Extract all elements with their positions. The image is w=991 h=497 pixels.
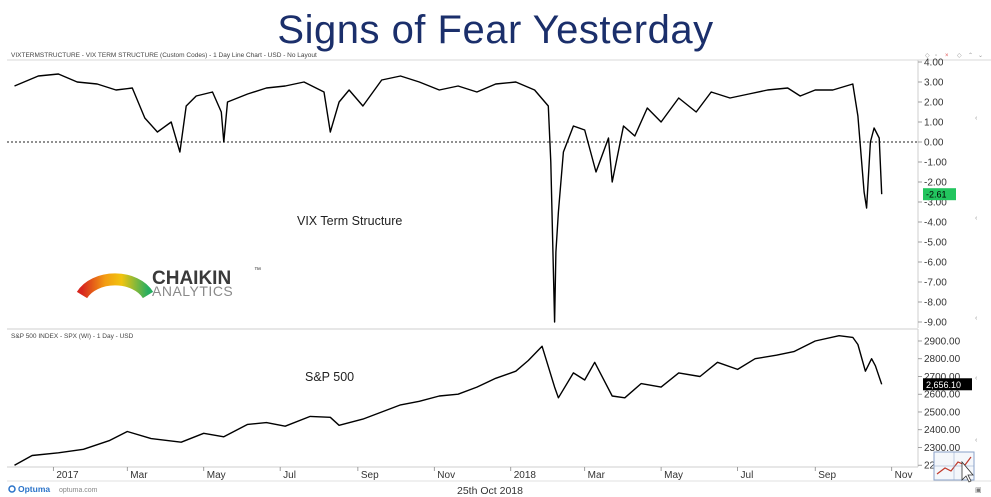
svg-text:⌃: ⌃: [968, 52, 973, 59]
vix-panel-header: VIXTERMSTRUCTURE - VIX TERM STRUCTURE (C…: [11, 52, 317, 59]
svg-text:⌄: ⌄: [978, 53, 983, 59]
svg-text:▫: ▫: [935, 53, 937, 59]
vix-y-tick-label: -9.00: [924, 318, 947, 329]
vix-term-structure-line: [14, 73, 883, 323]
vix-y-tick-label: -6.00: [924, 258, 947, 269]
collapse-panel-icon[interactable]: ‹: [975, 437, 978, 444]
x-axis: 2017 Mar May Jul Sep Nov 2018 Mar May Jul Sep Nov: [7, 466, 918, 481]
footer-brand: Optuma: [18, 484, 50, 494]
x-tick-label: Mar: [588, 470, 606, 481]
spx-y-tick-label: 2400.00: [924, 425, 961, 436]
x-tick-label: Jul: [283, 470, 296, 481]
spx-y-tick-label: 2700.00: [924, 372, 961, 383]
logo-name: CHAIKIN: [152, 268, 231, 289]
x-tick-label: Sep: [818, 470, 836, 481]
panel-controls[interactable]: ‹ ‹ ‹ ‹ ‹: [975, 115, 978, 444]
vix-y-tick-label: -2.00: [924, 178, 947, 189]
vix-y-tick-label: -4.00: [924, 218, 947, 229]
footer-site: optuma.com: [59, 487, 98, 494]
logo-sub: ANALYTICS: [152, 283, 233, 299]
svg-text:×: ×: [945, 53, 949, 59]
x-tick-label: May: [664, 470, 683, 481]
vix-y-tick-label: -8.00: [924, 298, 947, 309]
vix-y-tick-label: 0.00: [924, 138, 944, 149]
vix-y-tick-label: -5.00: [924, 238, 947, 249]
x-tick-label: Sep: [361, 470, 379, 481]
x-tick-label: 2018: [514, 470, 537, 481]
vix-header-tools[interactable]: ◇ ▫ × ◇ ⌃ ⌄: [925, 52, 983, 59]
spx-y-tick-label: 2600.00: [924, 390, 961, 401]
spx-y-tick-label: 2300.00: [924, 443, 961, 454]
spx-y-axis: 2900.00 2800.00 2700.00 2600.00 2500.00 2400.…: [918, 336, 961, 472]
vix-panel: VIXTERMSTRUCTURE - VIX TERM STRUCTURE (C…: [7, 52, 991, 329]
spx-y-tick-label: 2800.00: [924, 354, 961, 365]
collapse-panel-icon[interactable]: ‹: [975, 375, 978, 382]
x-tick-label: Mar: [130, 470, 148, 481]
logo-tm: ™: [254, 267, 261, 274]
x-tick-label: Nov: [895, 470, 913, 481]
chaikin-analytics-logo: CHAIKIN ™ ANALYTICS: [76, 267, 261, 299]
chart-thumbnail-icon[interactable]: ▣: [933, 451, 982, 494]
vix-y-axis: 4.00 3.00 2.00 1.00 0.00 -1.00 -2.00 -3.00 -4.00…: [918, 58, 947, 329]
spx-panel: S&P 500 INDEX - SPX (WI) - 1 Day - USD 2…: [7, 328, 972, 472]
vix-y-tick-label: 1.00: [924, 118, 944, 129]
vix-annotation: VIX Term Structure: [297, 214, 402, 228]
spx-annotation: S&P 500: [305, 370, 354, 384]
collapse-panel-icon[interactable]: ‹: [975, 115, 978, 122]
vix-y-tick-label: 2.00: [924, 98, 944, 109]
spx-y-tick-label: 2500.00: [924, 407, 961, 418]
slide-title: Signs of Fear Yesterday: [277, 8, 714, 52]
x-tick-label: Nov: [437, 470, 455, 481]
svg-text:◇: ◇: [925, 53, 930, 59]
vix-y-tick-label: -1.00: [924, 158, 947, 169]
vix-y-tick-label: 4.00: [924, 58, 944, 69]
footer-date: 25th Oct 2018: [457, 485, 523, 497]
svg-text:◇: ◇: [957, 53, 962, 59]
collapse-panel-icon[interactable]: ‹: [975, 215, 978, 222]
vix-last-value-badge: -2.61: [923, 188, 956, 201]
spx-last-value-label: 2,656.10: [926, 380, 961, 390]
spx-last-value-badge: 2,656.10: [923, 378, 972, 391]
sp500-price-line: [14, 335, 883, 466]
vix-y-tick-label: -3.00: [924, 198, 947, 209]
spx-y-tick-label: 2900.00: [924, 336, 961, 347]
optuma-icon: [8, 485, 16, 493]
chart-frame: VIXTERMSTRUCTURE - VIX TERM STRUCTURE (C…: [7, 52, 991, 497]
collapse-panel-icon[interactable]: ‹: [975, 315, 978, 322]
x-tick-label: May: [207, 470, 226, 481]
cursor-icon: [961, 460, 974, 483]
vix-y-tick-label: 3.00: [924, 78, 944, 89]
vix-y-tick-label: -7.00: [924, 278, 947, 289]
footer: Optuma optuma.com 25th Oct 2018: [7, 480, 991, 497]
vix-last-value-label: -2.61: [926, 190, 947, 200]
x-tick-label: Jul: [741, 470, 754, 481]
svg-text:▣: ▣: [975, 487, 982, 494]
spx-panel-header: S&P 500 INDEX - SPX (WI) - 1 Day - USD: [11, 333, 134, 340]
x-tick-label: 2017: [56, 470, 79, 481]
